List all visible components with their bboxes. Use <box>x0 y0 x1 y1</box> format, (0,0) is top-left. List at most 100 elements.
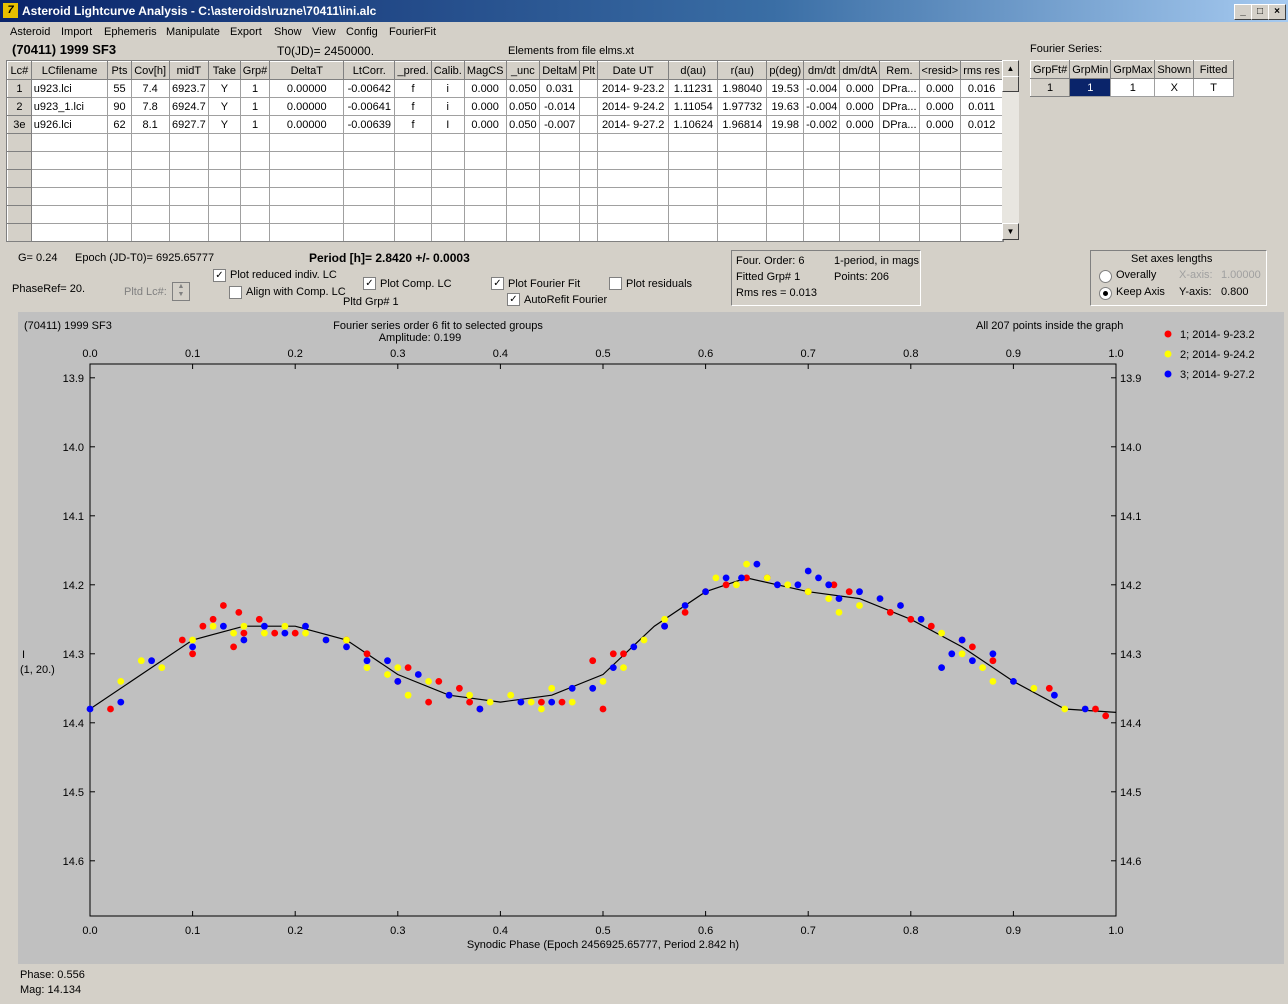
table-cell[interactable] <box>464 242 506 243</box>
table-cell[interactable] <box>269 169 345 188</box>
table-cell[interactable]: f <box>394 97 432 116</box>
table-cell[interactable] <box>239 205 271 224</box>
table-cell[interactable] <box>539 187 581 206</box>
table-cell[interactable] <box>30 169 109 188</box>
col-header[interactable]: DeltaT <box>269 61 345 80</box>
table-cell[interactable]: 0.000 <box>463 79 507 98</box>
table-cell[interactable] <box>168 169 210 188</box>
table-cell[interactable] <box>880 242 919 243</box>
table-cell[interactable] <box>766 169 805 188</box>
table-cell[interactable] <box>879 223 920 241</box>
row-header-cell[interactable]: 3e <box>7 115 32 134</box>
table-cell[interactable] <box>766 223 805 241</box>
table-cell[interactable] <box>960 187 1003 206</box>
table-cell[interactable] <box>107 205 132 224</box>
fourier-col-header[interactable]: GrpMin <box>1069 60 1112 79</box>
table-cell[interactable] <box>839 223 881 241</box>
table-cell[interactable]: 0.000 <box>839 115 881 134</box>
table-cell[interactable] <box>107 133 132 152</box>
table-cell[interactable]: 1.11231 <box>668 79 719 98</box>
plot-fourier-checkbox[interactable]: ✓ <box>491 277 504 290</box>
table-cell[interactable] <box>839 169 881 188</box>
fourier-col-header[interactable]: Shown <box>1154 60 1195 79</box>
table-cell[interactable]: 0.050 <box>505 79 541 98</box>
table-cell[interactable] <box>539 223 581 241</box>
table-cell[interactable]: 19.63 <box>766 97 805 116</box>
plot-comp-checkbox[interactable]: ✓ <box>363 277 376 290</box>
col-header[interactable]: Lc# <box>7 61 32 80</box>
table-cell[interactable] <box>269 133 345 152</box>
table-cell[interactable] <box>30 187 109 206</box>
table-cell[interactable] <box>270 242 344 243</box>
fourier-cell[interactable]: X <box>1154 78 1195 97</box>
table-cell[interactable] <box>107 223 132 241</box>
menu-config[interactable]: Config <box>346 26 378 38</box>
col-header[interactable]: DeltaM <box>539 61 581 80</box>
table-cell[interactable] <box>918 151 962 170</box>
table-cell[interactable] <box>717 205 768 224</box>
table-cell[interactable] <box>960 205 1003 224</box>
table-cell[interactable]: 2014- 9-24.2 <box>597 97 670 116</box>
fourier-col-header[interactable]: GrpFt# <box>1029 60 1071 79</box>
table-cell[interactable] <box>269 187 345 206</box>
fourier-cell[interactable]: 1 <box>1069 78 1112 97</box>
table-cell[interactable] <box>803 133 841 152</box>
maximize-button[interactable]: □ <box>1251 4 1269 20</box>
table-cell[interactable]: 0.000 <box>463 97 507 116</box>
table-cell[interactable] <box>107 169 132 188</box>
table-cell[interactable]: i <box>430 79 465 98</box>
table-row[interactable] <box>8 242 1003 243</box>
table-cell[interactable]: DPra... <box>879 97 920 116</box>
y-axis-value[interactable]: 0.800 <box>1221 286 1249 298</box>
col-header[interactable]: _unc <box>505 61 541 80</box>
col-header[interactable]: Cov[h] <box>130 61 170 80</box>
table-cell[interactable] <box>239 133 271 152</box>
table-cell[interactable] <box>131 242 169 243</box>
table-cell[interactable] <box>208 205 241 224</box>
table-cell[interactable] <box>209 242 240 243</box>
table-cell[interactable] <box>430 187 465 206</box>
table-cell[interactable]: 0.00000 <box>269 115 345 134</box>
table-cell[interactable]: -0.004 <box>803 79 841 98</box>
table-cell[interactable] <box>107 151 132 170</box>
col-header[interactable]: midT <box>168 61 210 80</box>
table-cell[interactable]: 0.000 <box>918 115 962 134</box>
table-cell[interactable] <box>239 169 271 188</box>
table-cell[interactable]: 6927.7 <box>168 115 210 134</box>
table-cell[interactable] <box>269 151 345 170</box>
table-cell[interactable] <box>107 187 132 206</box>
table-cell[interactable] <box>344 242 395 243</box>
table-cell[interactable] <box>394 187 432 206</box>
table-cell[interactable]: 1.10624 <box>668 115 719 134</box>
table-cell[interactable]: f <box>394 79 432 98</box>
table-cell[interactable]: 0.031 <box>539 79 581 98</box>
table-cell[interactable]: u923.lci <box>30 79 109 98</box>
table-cell[interactable] <box>269 223 345 241</box>
table-cell[interactable]: 1.98040 <box>717 79 768 98</box>
table-cell[interactable]: 1 <box>239 79 271 98</box>
table-row[interactable] <box>7 187 1003 206</box>
table-cell[interactable]: 7.4 <box>130 79 170 98</box>
row-header-cell[interactable]: 1 <box>7 79 32 98</box>
table-cell[interactable] <box>30 223 109 241</box>
table-cell[interactable] <box>579 79 599 98</box>
row-header-cell[interactable] <box>7 223 32 241</box>
table-cell[interactable] <box>668 133 719 152</box>
scroll-up-arrow-icon[interactable]: ▲ <box>1002 60 1019 77</box>
row-header-cell[interactable] <box>8 242 32 243</box>
table-cell[interactable] <box>394 169 432 188</box>
table-cell[interactable] <box>239 223 271 241</box>
table-cell[interactable] <box>803 223 841 241</box>
table-cell[interactable] <box>580 242 598 243</box>
col-header[interactable]: r(au) <box>717 61 768 80</box>
table-cell[interactable] <box>239 187 271 206</box>
table-cell[interactable] <box>840 242 880 243</box>
table-cell[interactable] <box>766 205 805 224</box>
table-cell[interactable]: i <box>430 97 465 116</box>
pltd-lc-spinner[interactable]: ▲ ▼ <box>172 282 190 301</box>
menu-view[interactable]: View <box>312 26 336 38</box>
table-cell[interactable] <box>579 115 599 134</box>
table-cell[interactable] <box>579 169 599 188</box>
menu-export[interactable]: Export <box>230 26 262 38</box>
col-header[interactable]: Plt <box>579 61 599 80</box>
